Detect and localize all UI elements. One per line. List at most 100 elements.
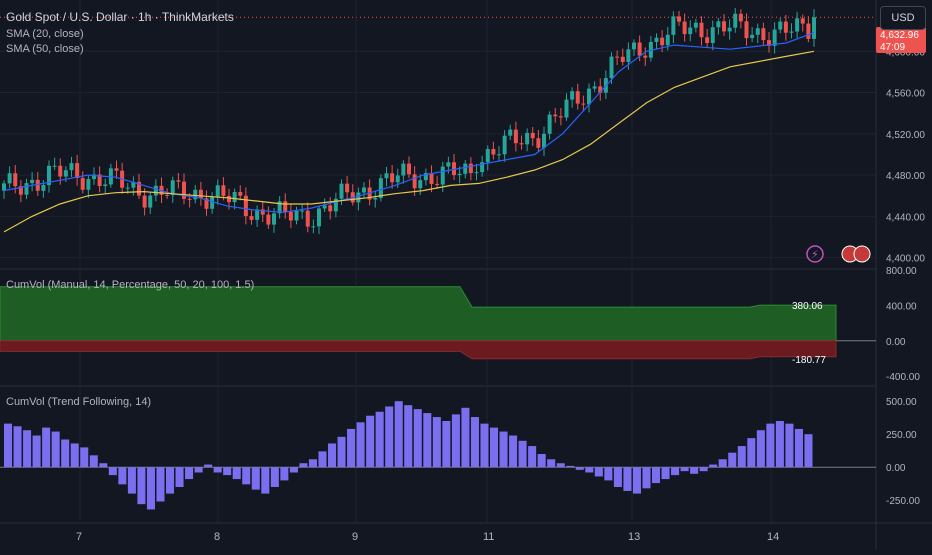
hist-bar [118, 467, 127, 485]
hist-bar [356, 422, 365, 468]
lightning-glyph: ⚡ [811, 249, 819, 261]
candle-body [508, 129, 513, 136]
candle-body [789, 31, 794, 33]
hist-bar [204, 464, 213, 468]
hist-bar [794, 428, 803, 468]
price-tick-label: 4,440.00 [886, 212, 925, 223]
candle-body [553, 114, 558, 117]
candle-body [570, 91, 575, 100]
candles [2, 8, 816, 235]
hist-bar [480, 423, 489, 468]
hist-tick-label: -250.00 [886, 496, 920, 507]
hist-bar [556, 463, 565, 468]
lightning-icon[interactable] [806, 245, 824, 263]
candle-body [423, 173, 428, 181]
candle-body [7, 173, 12, 184]
candle-body [300, 210, 305, 212]
hist-bar [127, 467, 136, 494]
candle-body [800, 18, 805, 24]
candle-body [435, 183, 440, 185]
candle-body [305, 210, 310, 227]
candle-body [266, 214, 271, 225]
hist-bar [223, 467, 232, 476]
candle-body [328, 205, 333, 212]
hist-tick-label: 250.00 [886, 430, 917, 441]
cumvol-histogram [0, 401, 876, 510]
hist-bar [89, 455, 98, 468]
candle-body [176, 180, 181, 182]
hist-bar [461, 407, 470, 468]
currency-button[interactable]: USD [880, 6, 926, 30]
sma50-label[interactable]: SMA (50, close) [6, 43, 84, 55]
candle-body [727, 27, 732, 32]
hist-bar [709, 464, 718, 468]
sma20-label[interactable]: SMA (20, close) [6, 28, 84, 40]
candle-body [148, 195, 153, 208]
us-flag-icon-2[interactable] [853, 245, 871, 263]
hist-tick-label: 0.00 [886, 463, 906, 474]
candle-body [288, 211, 293, 221]
hist-bar [166, 467, 175, 494]
hist-bar [804, 434, 813, 468]
hist-bar [575, 467, 584, 470]
hist-bar [32, 435, 41, 468]
candle-body [722, 21, 726, 32]
candle-body [182, 181, 186, 199]
date-label: 11 [483, 531, 494, 543]
candle-body [75, 163, 80, 179]
candle-body [671, 16, 676, 35]
candle-body [210, 196, 215, 209]
hist-bar [547, 459, 556, 468]
candle-body [755, 28, 760, 35]
sma-lines [3, 32, 815, 233]
candle-body [530, 132, 535, 139]
candle-body [204, 198, 209, 209]
hist-bar [185, 467, 194, 480]
candle-body [378, 178, 383, 198]
hist-bar [80, 447, 89, 468]
candle-body [699, 22, 704, 38]
cumvol-trend-label[interactable]: CumVol (Trend Following, 14) [6, 396, 151, 408]
candle-body [131, 181, 136, 188]
candle-body [227, 195, 231, 203]
price-tick-label: 4,400.00 [886, 254, 925, 265]
candle-body [294, 210, 299, 221]
candle-body [542, 133, 546, 148]
candle-body [767, 40, 771, 46]
candle-body [733, 13, 738, 28]
candle-body [480, 162, 485, 173]
hist-bar [232, 467, 241, 480]
candle-body [457, 173, 462, 176]
candle-body [693, 22, 698, 28]
candle-body [322, 205, 327, 209]
hist-bar [737, 446, 746, 468]
hist-bar [51, 431, 60, 468]
candle-body [277, 201, 282, 214]
cumvol-manual-label[interactable]: CumVol (Manual, 14, Percentage, 50, 20, … [6, 279, 254, 291]
candle-body [69, 163, 74, 171]
candle-body [13, 173, 18, 187]
date-label: 13 [628, 531, 640, 543]
candle-body [187, 198, 192, 200]
candle-body [103, 184, 108, 187]
candle-body [587, 88, 591, 105]
candle-body [2, 183, 6, 191]
hist-bar [756, 430, 765, 468]
candle-body [390, 173, 395, 183]
candle-body [738, 13, 743, 22]
date-label: 9 [352, 531, 358, 543]
candle-body [142, 195, 147, 208]
price-badge-countdown: 47:09 [880, 42, 905, 53]
candle-body [795, 18, 800, 32]
hist-bar [328, 443, 337, 468]
candle-body [783, 21, 788, 33]
hist-bar [661, 467, 670, 480]
candle-body [440, 166, 445, 185]
candle-body [474, 172, 479, 174]
candle-body [513, 129, 518, 144]
chart-title: Gold Spot / U.S. Dollar · 1h · ThinkMark… [6, 10, 234, 24]
candle-body [18, 186, 23, 195]
hist-bar [261, 467, 270, 494]
hist-bar [747, 438, 756, 468]
